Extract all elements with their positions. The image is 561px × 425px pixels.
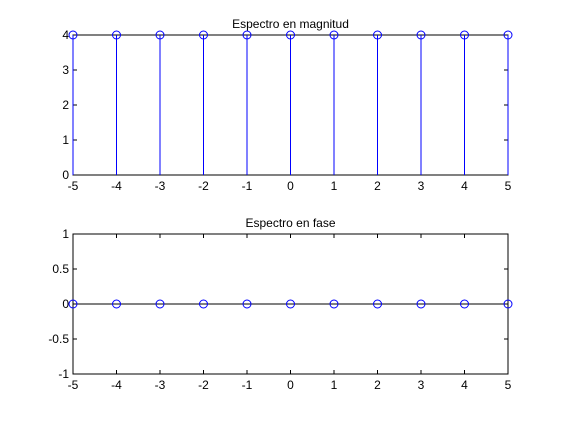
x-tick-label: 2 [374,378,381,392]
x-tick-label: -3 [155,378,166,392]
y-tick-label: 1 [62,133,69,147]
x-tick-label: 1 [331,378,338,392]
stem-marker [112,30,121,40]
x-tick-label: 2 [374,179,381,193]
y-tick-label: 0.5 [52,262,69,276]
stem-marker [503,299,513,309]
stem-marker [68,30,78,40]
stem-marker [242,299,252,309]
stem-marker [112,299,121,309]
stem-marker [286,299,295,309]
x-tick-label: -2 [198,179,209,193]
stem-marker [416,30,426,40]
subplot-magnitude: Espectro en magnitud -5 -4 -3 -2 -1 0 1 2 3 4 5 0 1 2 3… [62,17,513,193]
y-tick-label: -1 [58,367,69,381]
stem-marker [503,30,513,40]
x-tick-label: -1 [242,378,253,392]
y-tick-label: 0 [62,168,69,182]
x-tick-label: 4 [461,179,468,193]
x-tick-label: -2 [198,378,209,392]
chart-title: Espectro en magnitud [232,17,349,31]
x-tick-label: -4 [111,179,122,193]
stem-marker [199,299,208,309]
stem-marker [155,299,165,309]
subplot-phase: Espectro en fase -5 -4 -3 -2 -1 0 1 2 3 4 5 -1 -0.5 0 0… [48,216,513,392]
x-tick-label: 5 [505,378,512,392]
x-tick-label: -5 [68,179,79,193]
x-tick-label: -4 [111,378,122,392]
y-tick-label: 4 [62,28,69,42]
x-tick-label: 5 [505,179,512,193]
x-tick-label: 3 [418,179,425,193]
y-tick-label: 0 [62,297,69,311]
stem-marker [329,299,339,309]
stem-marker [373,299,382,309]
stem-marker [460,299,469,309]
stem-marker [460,30,469,40]
y-tick-label: -0.5 [48,332,69,346]
y-tick-label: 1 [62,227,69,241]
stem-marker [329,30,339,40]
x-tick-label: 0 [287,378,294,392]
stem-marker [242,30,252,40]
x-tick-label: -1 [242,179,253,193]
stem-marker [373,30,382,40]
x-tick-label: 3 [418,378,425,392]
x-tick-label: 1 [331,179,338,193]
stem-marker [286,30,295,40]
y-tick-label: 3 [62,63,69,77]
x-tick-label: 4 [461,378,468,392]
x-tick-label: 0 [287,179,294,193]
stem-marker [155,30,165,40]
stem-marker [199,30,208,40]
x-tick-label: -5 [68,378,79,392]
x-tick-label: -3 [155,179,166,193]
stem-marker [68,299,78,309]
stem-marker [416,299,426,309]
chart-title: Espectro en fase [245,216,335,230]
y-tick-label: 2 [62,98,69,112]
